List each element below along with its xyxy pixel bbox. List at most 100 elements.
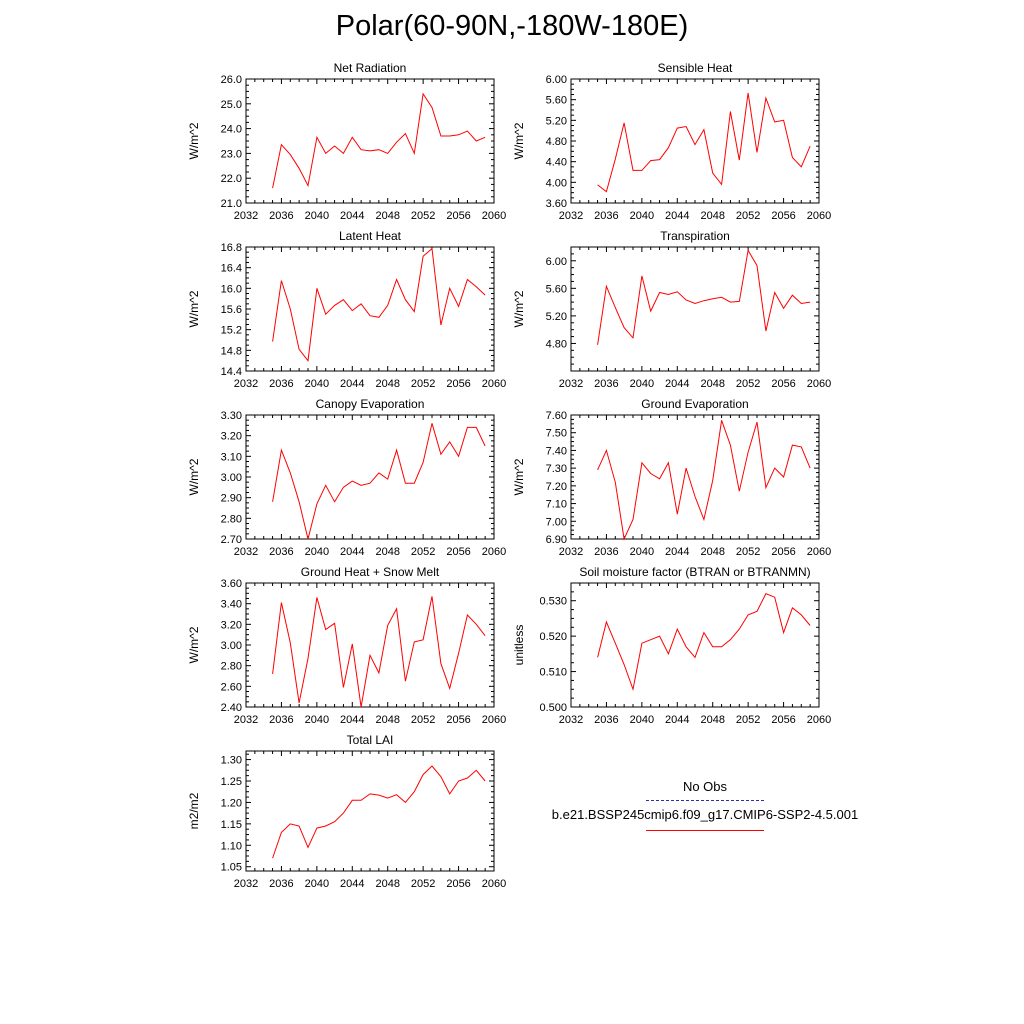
- y-tick-label: 16.4: [221, 263, 242, 275]
- plot-frame: [570, 246, 820, 372]
- y-axis-label: W/m^2: [187, 290, 201, 327]
- panel-4: Canopy Evaporation W/m^2 2032 2036 2040 2044 2…: [187, 397, 506, 558]
- x-tick-label: 2040: [305, 378, 329, 390]
- y-tick-label: 2.70: [221, 534, 242, 546]
- x-tick-label: 2048: [375, 714, 399, 726]
- series-line: [272, 596, 486, 708]
- y-axis-label: W/m^2: [187, 626, 201, 663]
- x-tick-label: 2032: [559, 210, 583, 222]
- panel-title: Ground Heat + Snow Melt: [301, 565, 440, 579]
- x-tick-label: 2032: [234, 546, 258, 558]
- y-tick-label: 5.20: [546, 311, 567, 323]
- x-tick-label: 2032: [234, 378, 258, 390]
- x-tick-label: 2056: [771, 714, 795, 726]
- x-tick-label: 2060: [807, 210, 831, 222]
- x-tick-label: 2052: [736, 546, 760, 558]
- y-tick-label: 4.80: [546, 136, 567, 148]
- y-axis-label: unitless: [512, 625, 526, 666]
- y-tick-label: 15.2: [221, 325, 242, 337]
- y-tick-label: 24.0: [221, 124, 242, 136]
- panel-6: Ground Heat + Snow Melt W/m^2 2032 2036 2040…: [187, 565, 506, 726]
- x-tick-label: 2056: [446, 714, 470, 726]
- x-tick-label: 2044: [665, 714, 689, 726]
- y-tick-label: 7.60: [546, 410, 567, 422]
- y-tick-label: 3.60: [546, 198, 567, 210]
- x-tick-label: 2032: [559, 714, 583, 726]
- series-line: [272, 765, 486, 859]
- x-tick-label: 2056: [771, 378, 795, 390]
- y-tick-label: 3.60: [221, 578, 242, 590]
- x-tick-label: 2048: [700, 714, 724, 726]
- y-tick-label: 21.0: [221, 198, 242, 210]
- y-tick-label: 1.20: [221, 797, 242, 809]
- y-tick-label: 4.40: [546, 157, 567, 169]
- x-tick-label: 2052: [411, 546, 435, 558]
- panel-7: Soil moisture factor (BTRAN or BTRANMN) u…: [512, 565, 831, 726]
- y-tick-label: 6.00: [546, 256, 567, 268]
- x-tick-label: 2036: [594, 714, 618, 726]
- y-tick-label: 1.15: [221, 819, 242, 831]
- y-tick-label: 7.40: [546, 445, 567, 457]
- x-tick-label: 2048: [700, 546, 724, 558]
- y-tick-label: 22.0: [221, 173, 242, 185]
- x-tick-label: 2060: [482, 714, 506, 726]
- y-tick-label: 16.8: [221, 242, 242, 254]
- y-tick-label: 3.20: [221, 431, 242, 443]
- x-tick-label: 2060: [482, 878, 506, 890]
- y-axis-label: W/m^2: [187, 458, 201, 495]
- panel-3: Transpiration W/m^2 2032 2036 2040 2044 2048 20…: [512, 229, 831, 390]
- x-tick-label: 2060: [482, 378, 506, 390]
- x-tick-label: 2056: [771, 546, 795, 558]
- x-tick-label: 2048: [375, 210, 399, 222]
- x-tick-label: 2036: [269, 878, 293, 890]
- panel-title: Transpiration: [660, 229, 730, 243]
- panel-2: Latent Heat W/m^2 2032 2036 2040 2044 2048 2052…: [187, 229, 506, 390]
- x-tick-label: 2044: [665, 378, 689, 390]
- panel-5: Ground Evaporation W/m^2 2032 2036 2040 2044 2…: [512, 397, 831, 558]
- y-tick-label: 2.80: [221, 661, 242, 673]
- y-tick-label: 3.30: [221, 410, 242, 422]
- x-tick-label: 2040: [305, 878, 329, 890]
- x-tick-label: 2044: [665, 210, 689, 222]
- x-tick-label: 2032: [234, 210, 258, 222]
- x-tick-label: 2040: [630, 546, 654, 558]
- x-tick-label: 2044: [340, 210, 364, 222]
- y-tick-label: 0.520: [539, 631, 567, 643]
- y-tick-label: 15.6: [221, 304, 242, 316]
- y-axis-label: W/m^2: [512, 458, 526, 495]
- y-tick-label: 2.40: [221, 702, 242, 714]
- y-tick-label: 23.0: [221, 148, 242, 160]
- panel-0: Net Radiation W/m^2 2032 2036 2040 2044 2048 20…: [187, 61, 506, 222]
- x-tick-label: 2052: [411, 878, 435, 890]
- panel-title: Net Radiation: [334, 61, 407, 75]
- x-tick-label: 2052: [736, 378, 760, 390]
- y-tick-label: 3.20: [221, 619, 242, 631]
- y-tick-label: 5.60: [546, 95, 567, 107]
- plot-frame: [245, 582, 495, 708]
- x-tick-label: 2032: [234, 714, 258, 726]
- x-tick-label: 2048: [700, 378, 724, 390]
- figure-title: Polar(60-90N,-180W-180E): [335, 10, 689, 42]
- y-axis-label: W/m^2: [187, 122, 201, 159]
- x-tick-label: 2052: [411, 378, 435, 390]
- y-tick-label: 3.40: [221, 599, 242, 611]
- legend-run-label: b.e21.BSSP245cmip6.f09_g17.CMIP6-SSP2-4.…: [551, 807, 859, 822]
- x-tick-label: 2036: [269, 378, 293, 390]
- x-tick-label: 2052: [736, 714, 760, 726]
- series-line: [597, 248, 811, 345]
- y-tick-label: 7.50: [546, 428, 567, 440]
- x-tick-label: 2036: [269, 714, 293, 726]
- panel-8: Total LAI m2/m2 2032 2036 2040 2044 2048 2052 20…: [187, 733, 506, 890]
- x-tick-label: 2032: [559, 378, 583, 390]
- x-tick-label: 2060: [482, 546, 506, 558]
- y-tick-label: 6.00: [546, 74, 567, 86]
- x-tick-label: 2044: [340, 546, 364, 558]
- y-tick-label: 3.00: [221, 472, 242, 484]
- x-tick-label: 2056: [446, 878, 470, 890]
- x-tick-label: 2040: [630, 714, 654, 726]
- series-line: [272, 92, 486, 189]
- x-tick-label: 2052: [411, 714, 435, 726]
- y-tick-label: 3.00: [221, 640, 242, 652]
- x-tick-label: 2040: [630, 378, 654, 390]
